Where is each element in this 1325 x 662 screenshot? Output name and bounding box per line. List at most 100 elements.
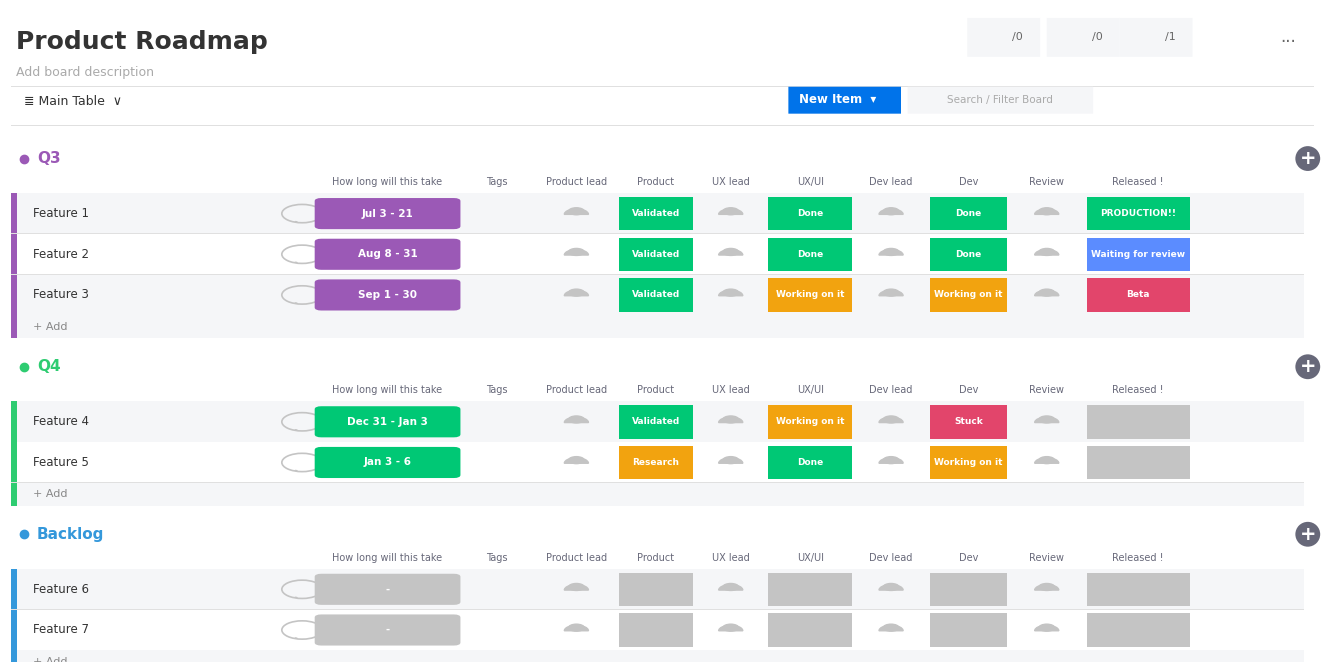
Text: Done: Done [798, 250, 823, 259]
Text: Dev lead: Dev lead [869, 385, 913, 395]
Bar [930, 405, 1007, 438]
Text: Dev lead: Dev lead [869, 553, 913, 563]
Bar [11, 275, 1304, 315]
Text: Feature 2: Feature 2 [33, 248, 89, 261]
Text: Validated: Validated [632, 250, 680, 259]
Circle shape [723, 289, 738, 296]
FancyBboxPatch shape [315, 447, 460, 478]
FancyBboxPatch shape [1120, 18, 1192, 57]
Text: New Item  ▾: New Item ▾ [799, 93, 876, 107]
Text: Jan 3 - 6: Jan 3 - 6 [363, 457, 412, 467]
Wedge shape [718, 250, 743, 255]
Text: Dev lead: Dev lead [869, 177, 913, 187]
Circle shape [723, 416, 738, 423]
FancyBboxPatch shape [788, 87, 901, 114]
Text: Dev: Dev [959, 553, 978, 563]
Text: Validated: Validated [632, 209, 680, 218]
Bar [768, 405, 852, 438]
Text: /1: /1 [1165, 32, 1175, 42]
Bar [11, 569, 1304, 610]
Wedge shape [564, 417, 588, 422]
FancyBboxPatch shape [908, 87, 1093, 114]
Circle shape [884, 208, 898, 214]
Wedge shape [1035, 290, 1059, 296]
Text: Product lead: Product lead [546, 177, 607, 187]
Bar [619, 197, 693, 230]
Bar [930, 197, 1007, 230]
Bar [11, 483, 1304, 506]
Text: Working on it: Working on it [776, 291, 844, 299]
Bar [11, 401, 17, 442]
Text: Tags: Tags [486, 553, 507, 563]
Circle shape [1039, 457, 1055, 463]
Bar [1086, 278, 1190, 312]
Text: Released !: Released ! [1113, 385, 1163, 395]
Text: How long will this take: How long will this take [331, 177, 443, 187]
Wedge shape [564, 250, 588, 255]
Wedge shape [718, 290, 743, 296]
Bar [11, 442, 1304, 483]
Circle shape [723, 208, 738, 214]
Circle shape [884, 289, 898, 296]
Circle shape [1039, 208, 1055, 214]
Wedge shape [564, 626, 588, 631]
Text: UX/UI: UX/UI [796, 177, 824, 187]
Bar [1086, 238, 1190, 271]
Text: UX lead: UX lead [712, 553, 750, 563]
Circle shape [568, 624, 584, 631]
Text: Working on it: Working on it [934, 291, 1003, 299]
Bar [1086, 197, 1190, 230]
Text: +: + [1300, 149, 1316, 168]
Text: UX lead: UX lead [712, 177, 750, 187]
Bar [619, 573, 693, 606]
Text: Research: Research [632, 458, 680, 467]
Text: Sep 1 - 30: Sep 1 - 30 [358, 290, 417, 300]
Circle shape [884, 624, 898, 631]
Text: UX/UI: UX/UI [796, 553, 824, 563]
Circle shape [568, 457, 584, 463]
Text: Add board description: Add board description [16, 66, 154, 79]
FancyBboxPatch shape [967, 18, 1040, 57]
Bar [1086, 446, 1190, 479]
Wedge shape [718, 585, 743, 590]
Circle shape [1039, 624, 1055, 631]
Text: Feature 7: Feature 7 [33, 624, 89, 636]
Text: Feature 6: Feature 6 [33, 583, 89, 596]
FancyBboxPatch shape [1047, 18, 1120, 57]
Wedge shape [878, 417, 904, 422]
Circle shape [884, 583, 898, 591]
Text: Feature 5: Feature 5 [33, 456, 89, 469]
FancyBboxPatch shape [315, 614, 460, 645]
Bar [930, 573, 1007, 606]
Text: Feature 3: Feature 3 [33, 289, 89, 301]
Bar [1086, 613, 1190, 647]
Text: Review: Review [1030, 385, 1064, 395]
Wedge shape [878, 250, 904, 255]
Text: /0: /0 [1012, 32, 1023, 42]
Text: Validated: Validated [632, 417, 680, 426]
Text: -: - [386, 625, 390, 635]
Circle shape [723, 248, 738, 256]
Bar [619, 405, 693, 438]
Text: Product: Product [637, 553, 674, 563]
Bar [768, 573, 852, 606]
Text: Feature 4: Feature 4 [33, 415, 89, 428]
Circle shape [568, 289, 584, 296]
Wedge shape [564, 209, 588, 214]
Wedge shape [878, 585, 904, 590]
Bar [11, 234, 1304, 275]
Bar [930, 238, 1007, 271]
Wedge shape [718, 458, 743, 463]
Bar [1086, 573, 1190, 606]
Circle shape [568, 583, 584, 591]
Wedge shape [1035, 417, 1059, 422]
Text: Tags: Tags [486, 385, 507, 395]
Text: Product lead: Product lead [546, 553, 607, 563]
Circle shape [1039, 416, 1055, 423]
Bar [11, 275, 17, 315]
Bar [619, 278, 693, 312]
Circle shape [568, 248, 584, 256]
Bar [1086, 405, 1190, 438]
Bar [11, 193, 17, 234]
Wedge shape [718, 209, 743, 214]
